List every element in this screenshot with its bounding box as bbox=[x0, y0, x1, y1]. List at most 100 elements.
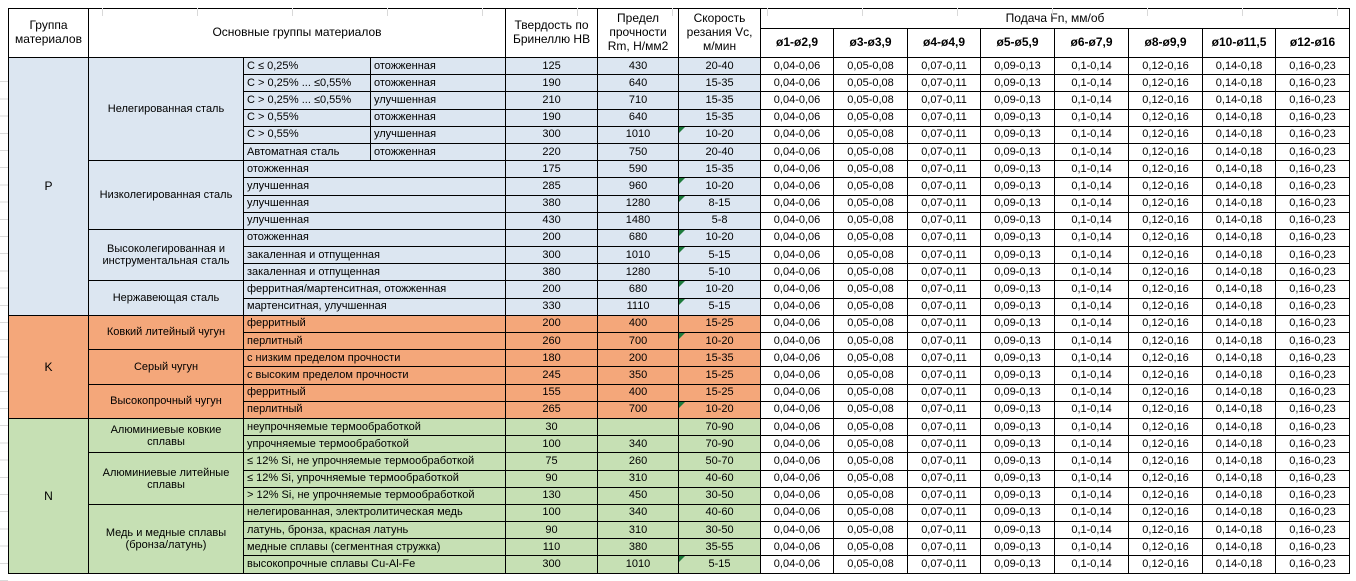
feed-value-cell: 0,1-0,14 bbox=[1054, 56, 1130, 76]
material-detail-cell: отожженная bbox=[242, 228, 507, 248]
feed-value-cell: 0,16-0,23 bbox=[1275, 469, 1351, 488]
hardness-hb-cell: 130 bbox=[505, 486, 599, 505]
feed-value-cell: 0,16-0,23 bbox=[1275, 297, 1351, 316]
hardness-hb-cell: 30 bbox=[505, 417, 599, 437]
table-row: Алюминиевые литейные сплавы ≤ 12% Si, не … bbox=[9, 452, 1351, 505]
feed-value-cell: 0,07-0,11 bbox=[907, 142, 982, 162]
material-state-cell: отожженная bbox=[369, 74, 507, 93]
material-detail-cell: ≤ 12% Si, упрочняемые термообработкой bbox=[242, 469, 507, 488]
feed-value-cell: 0,1-0,14 bbox=[1054, 142, 1130, 162]
hardness-hb-cell: 300 bbox=[505, 125, 599, 144]
table-row: C > 0,55% улучшенная 300 1010 10-20 0,04-0,06… bbox=[9, 125, 1351, 144]
feed-value-cell: 0,12-0,16 bbox=[1128, 400, 1204, 419]
header-feed-title: Подача Fn, мм/об bbox=[760, 8, 1351, 29]
feed-value-cell: 0,14-0,18 bbox=[1202, 435, 1277, 454]
feed-value-cell: 0,09-0,13 bbox=[980, 108, 1056, 127]
strength-rm-cell: 1110 bbox=[597, 297, 680, 316]
material-detail-cell: улучшенная bbox=[242, 194, 507, 213]
feed-value-cell: 0,05-0,08 bbox=[833, 142, 909, 162]
feed-value-cell: 0,14-0,18 bbox=[1202, 246, 1277, 265]
cutting-speed-vc-cell: 5-15 bbox=[678, 246, 762, 265]
feed-value-cell: 0,14-0,18 bbox=[1202, 469, 1277, 488]
cutting-speed-vc-cell: 35-55 bbox=[678, 538, 762, 557]
material-detail-cell: неупрочняемые термообработкой bbox=[242, 417, 507, 437]
cutting-speed-vc-cell: 10-20 bbox=[678, 280, 762, 299]
strength-rm-cell: 680 bbox=[597, 280, 680, 299]
hardness-hb-cell: 300 bbox=[505, 555, 599, 574]
feed-value-cell: 0,04-0,06 bbox=[760, 314, 835, 334]
feed-value-cell: 0,14-0,18 bbox=[1202, 521, 1277, 540]
table-row: Высоколегированная и инструментальная ст… bbox=[9, 228, 1351, 282]
material-subgroup-cell: Низколегированная сталь bbox=[88, 160, 244, 230]
feed-value-cell: 0,14-0,18 bbox=[1202, 74, 1277, 93]
material-subgroup-cell: Серый чугун bbox=[88, 349, 244, 385]
feed-value-cell: 0,07-0,11 bbox=[907, 486, 982, 505]
feed-value-cell: 0,04-0,06 bbox=[760, 538, 835, 557]
feed-value-cell: 0,16-0,23 bbox=[1275, 314, 1351, 334]
cutting-speed-vc-cell: 15-25 bbox=[678, 314, 762, 334]
feed-value-cell: 0,05-0,08 bbox=[833, 452, 909, 471]
corner-triangle-icon bbox=[679, 247, 686, 254]
hardness-hb-cell: 200 bbox=[505, 314, 599, 334]
feed-value-cell: 0,09-0,13 bbox=[980, 503, 1056, 523]
strength-rm-cell: 310 bbox=[597, 469, 680, 488]
material-detail-cell: высокопрочные сплавы Cu-Al-Fe bbox=[242, 555, 507, 574]
header-tensile-strength: Предел прочности Rm, Н/мм2 bbox=[597, 8, 680, 58]
cutting-speed-vc-cell: 15-35 bbox=[678, 349, 762, 368]
hardness-hb-cell: 285 bbox=[505, 177, 599, 196]
hardness-hb-cell: 90 bbox=[505, 521, 599, 540]
feed-value-cell: 0,12-0,16 bbox=[1128, 246, 1204, 265]
strength-rm-cell: 310 bbox=[597, 521, 680, 540]
feed-value-cell: 0,12-0,16 bbox=[1128, 349, 1204, 368]
feed-value-cell: 0,12-0,16 bbox=[1128, 142, 1204, 162]
feed-value-cell: 0,16-0,23 bbox=[1275, 349, 1351, 368]
feed-value-cell: 0,05-0,08 bbox=[833, 503, 909, 523]
strength-rm-cell: 640 bbox=[597, 108, 680, 127]
feed-value-cell: 0,09-0,13 bbox=[980, 331, 1056, 351]
feed-value-cell: 0,04-0,06 bbox=[760, 263, 835, 282]
feed-value-cell: 0,09-0,13 bbox=[980, 142, 1056, 162]
feed-value-cell: 0,14-0,18 bbox=[1202, 452, 1277, 471]
feed-value-cell: 0,12-0,16 bbox=[1128, 194, 1204, 213]
material-detail-cell: C > 0,25% ... ≤0,55% bbox=[243, 91, 371, 110]
strength-rm-cell: 1010 bbox=[597, 125, 680, 144]
feed-value-cell: 0,16-0,23 bbox=[1275, 142, 1351, 162]
table-row: Автоматная сталь отожженная 220 750 20-40 0,0… bbox=[9, 142, 1351, 162]
material-detail-cell: перлитный bbox=[242, 331, 507, 351]
material-detail-cell: закаленная и отпущенная bbox=[242, 246, 507, 265]
feed-value-cell: 0,12-0,16 bbox=[1128, 314, 1204, 334]
material-detail-cell: с низким пределом прочности bbox=[242, 349, 507, 368]
material-detail-cell: ферритный bbox=[242, 383, 507, 402]
feed-value-cell: 0,04-0,06 bbox=[760, 125, 835, 144]
feed-value-cell: 0,14-0,18 bbox=[1202, 280, 1277, 299]
hardness-hb-cell: 190 bbox=[505, 108, 599, 127]
feed-value-cell: 0,1-0,14 bbox=[1054, 314, 1130, 334]
feed-value-cell: 0,07-0,11 bbox=[907, 297, 982, 316]
strength-rm-cell: 340 bbox=[597, 435, 680, 454]
hardness-hb-cell: 110 bbox=[505, 538, 599, 557]
feed-value-cell: 0,12-0,16 bbox=[1128, 503, 1204, 523]
material-detail-cell: отожженная bbox=[242, 160, 507, 179]
feed-value-cell: 0,12-0,16 bbox=[1128, 435, 1204, 454]
feed-value-cell: 0,09-0,13 bbox=[980, 91, 1056, 110]
feed-value-cell: 0,16-0,23 bbox=[1275, 538, 1351, 557]
table-row: K Ковкий литейный чугун ферритный 200 400 15-… bbox=[8, 314, 1351, 419]
hardness-hb-cell: 90 bbox=[505, 469, 599, 488]
cutting-speed-vc-cell: 70-90 bbox=[678, 435, 762, 454]
material-subgroup-cell: Медь и медные сплавы (бронза/латунь) bbox=[88, 503, 244, 574]
feed-value-cell: 0,07-0,11 bbox=[907, 177, 982, 196]
hardness-hb-cell: 380 bbox=[505, 263, 599, 282]
feed-value-cell: 0,07-0,11 bbox=[907, 555, 982, 574]
feed-value-cell: 0,1-0,14 bbox=[1054, 125, 1130, 144]
material-detail-cell: мартенситная, улучшенная bbox=[242, 297, 507, 316]
header-feed-d1: ø1-ø2,9 bbox=[760, 28, 835, 58]
header-row-top: Группа материалов Основные группы матери… bbox=[8, 8, 1351, 58]
feed-value-cell: 0,09-0,13 bbox=[980, 538, 1056, 557]
feed-value-cell: 0,1-0,14 bbox=[1054, 486, 1130, 505]
material-detail-cell: улучшенная bbox=[242, 177, 507, 196]
feed-value-cell: 0,14-0,18 bbox=[1202, 108, 1277, 127]
feed-value-cell: 0,16-0,23 bbox=[1275, 366, 1351, 385]
table-row: перлитный 260 700 10-20 0,04-0,06 0,05-0,08 0,… bbox=[9, 331, 1351, 351]
feed-value-cell: 0,12-0,16 bbox=[1128, 521, 1204, 540]
feed-value-cell: 0,07-0,11 bbox=[907, 383, 982, 402]
